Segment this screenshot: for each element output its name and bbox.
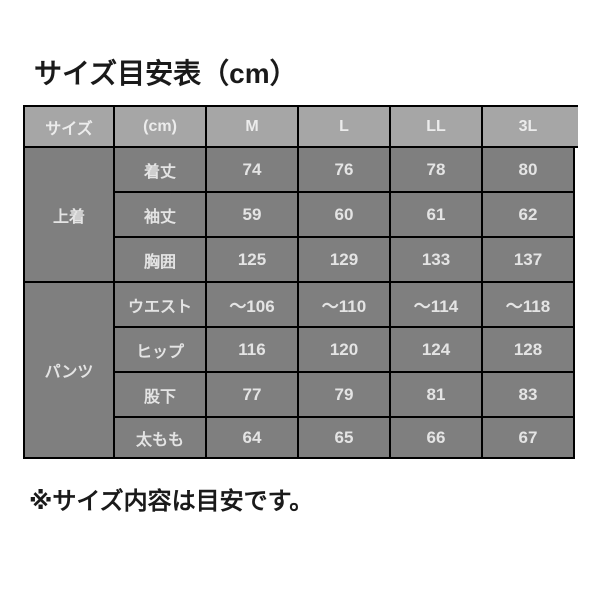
page-title: サイズ目安表（cm） <box>34 58 298 89</box>
table-row-waist: パンツ ウエスト ～106 ～110 ～114 ～118 <box>23 281 575 459</box>
table-header-row: サイズ (cm) M L LL 3L <box>23 105 575 148</box>
table-row-kyoui: 胸囲 125 129 133 137 <box>24 236 575 283</box>
value-cell: 62 <box>481 191 575 238</box>
size-table: サイズ (cm) M L LL 3L 上着 着丈 74 76 78 80 袖丈 … <box>23 105 575 459</box>
row-label-futomomo: 太もも <box>113 416 207 459</box>
value-cell: 77 <box>205 371 299 418</box>
header-cell-size-ll: LL <box>389 105 483 148</box>
value-cell: 66 <box>389 416 483 459</box>
value-cell: 80 <box>481 146 575 193</box>
value-cell: 124 <box>389 326 483 373</box>
header-cell-unit: (cm) <box>113 105 207 148</box>
value-cell: 116 <box>205 326 299 373</box>
value-cell: 78 <box>389 146 483 193</box>
table-row-matashita: 股下 77 79 81 83 <box>24 371 575 418</box>
row-label-matashita: 股下 <box>113 371 207 418</box>
value-cell: 60 <box>297 191 391 238</box>
row-label-kyoui: 胸囲 <box>113 236 207 283</box>
table-row-sodetake: 袖丈 59 60 61 62 <box>24 191 575 238</box>
table-row-hip: ヒップ 116 120 124 128 <box>24 326 575 373</box>
value-cell: 128 <box>481 326 575 373</box>
header-cell-size-3l: 3L <box>481 105 575 148</box>
row-label-waist: ウエスト <box>113 281 207 328</box>
value-cell: 74 <box>205 146 299 193</box>
value-cell: 67 <box>481 416 575 459</box>
value-cell: ～106 <box>205 281 299 328</box>
value-cell: ～110 <box>297 281 391 328</box>
value-cell: ～118 <box>481 281 575 328</box>
value-cell: ～114 <box>389 281 483 328</box>
group-cell-tops: 上着 <box>23 146 115 283</box>
row-label-sodetake: 袖丈 <box>113 191 207 238</box>
value-cell: 81 <box>389 371 483 418</box>
value-cell: 120 <box>297 326 391 373</box>
header-cell-size-l: L <box>297 105 391 148</box>
value-cell: 83 <box>481 371 575 418</box>
table-row-futomomo: 太もも 64 65 66 67 <box>24 416 575 459</box>
value-cell: 64 <box>205 416 299 459</box>
value-cell: 79 <box>297 371 391 418</box>
value-cell: 59 <box>205 191 299 238</box>
header-cell-size: サイズ <box>23 105 115 148</box>
header-cell-size-m: M <box>205 105 299 148</box>
value-cell: 76 <box>297 146 391 193</box>
value-cell: 125 <box>205 236 299 283</box>
value-cell: 129 <box>297 236 391 283</box>
value-cell: 61 <box>389 191 483 238</box>
row-label-kitake: 着丈 <box>113 146 207 193</box>
value-cell: 133 <box>389 236 483 283</box>
header-row-right-artifact <box>572 105 578 148</box>
footnote: ※サイズ内容は目安です。 <box>29 488 314 515</box>
group-cell-pants: パンツ <box>23 281 115 459</box>
value-cell: 65 <box>297 416 391 459</box>
table-row-kitake: 上着 着丈 74 76 78 80 <box>23 146 575 283</box>
row-label-hip: ヒップ <box>113 326 207 373</box>
value-cell: 137 <box>481 236 575 283</box>
